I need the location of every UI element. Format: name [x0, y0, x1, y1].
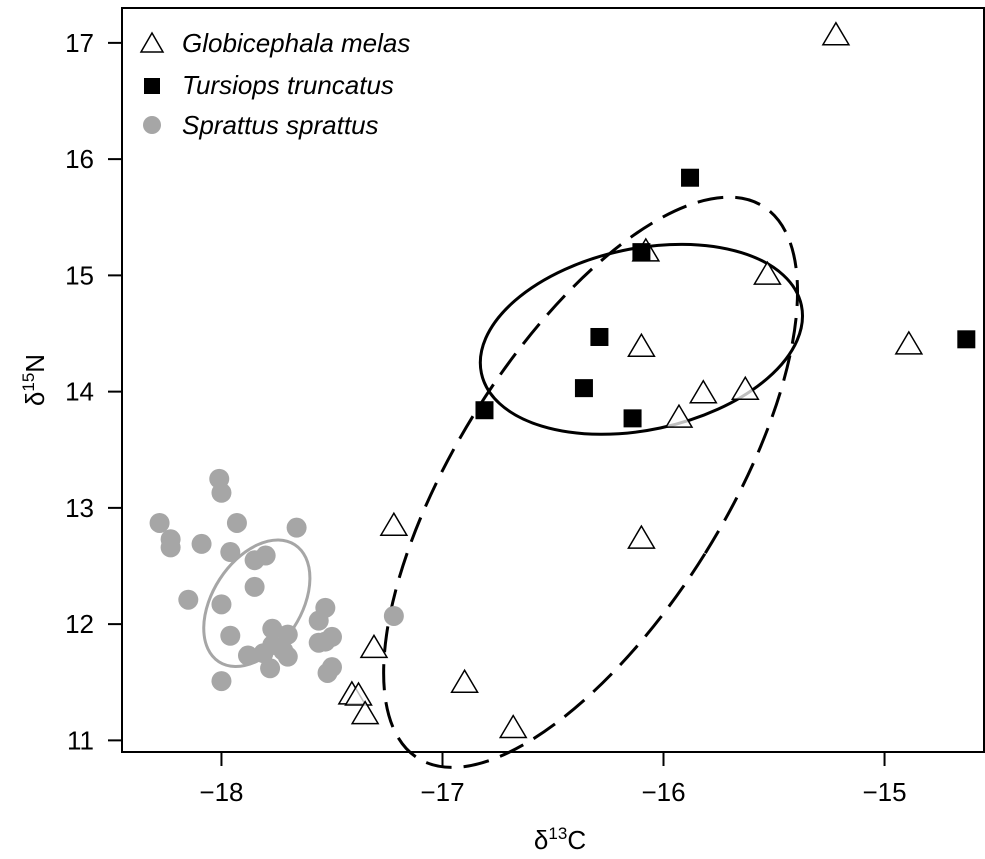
y-axis: 11 12 13 14 15 16 17: [65, 28, 122, 755]
y-tick-label: 13: [65, 493, 94, 523]
x-axis-title-base: δ: [534, 825, 548, 855]
y-tick-label: 17: [65, 28, 94, 58]
point-sprattus: [191, 533, 212, 554]
point-sprattus: [178, 589, 199, 610]
y-tick-label: 14: [65, 377, 94, 407]
point-globicephala: [821, 21, 851, 46]
point-sprattus: [383, 605, 404, 626]
point-globicephala: [627, 524, 656, 549]
ellipse-globicephala-melas: [382, 195, 800, 769]
y-tick-label: 15: [65, 260, 94, 290]
legend-label-sprattus: Sprattus sprattus: [182, 110, 379, 140]
y-tick-label: 11: [67, 725, 94, 755]
point-sprattus: [260, 658, 281, 679]
point-tursiops: [590, 327, 609, 346]
point-sprattus: [321, 657, 342, 678]
point-tursiops: [957, 330, 976, 349]
ellipses-layer: [202, 195, 805, 769]
point-sprattus: [237, 645, 258, 666]
legend: Globicephala melas Tursiops truncatus Sp…: [139, 28, 410, 140]
point-globicephala: [498, 714, 528, 739]
y-axis-title: δ15N: [19, 354, 50, 406]
point-globicephala: [894, 330, 924, 355]
point-tursiops: [681, 168, 700, 187]
point-sprattus: [149, 512, 170, 533]
y-tick-label: 12: [65, 609, 94, 639]
x-axis-title-sup: 13: [548, 824, 567, 843]
point-sprattus: [277, 646, 298, 667]
point-tursiops: [475, 401, 494, 420]
point-globicephala: [344, 681, 373, 706]
point-globicephala: [664, 403, 694, 428]
legend-label-tursiops: Tursiops truncatus: [182, 70, 394, 100]
legend-label-globicephala: Globicephala melas: [182, 28, 410, 58]
point-tursiops: [632, 243, 651, 262]
y-axis-title-base: δ: [20, 392, 50, 406]
plot-frame: [121, 7, 985, 753]
point-sprattus: [226, 512, 247, 533]
x-axis-title: δ13C: [534, 824, 586, 855]
point-globicephala: [688, 379, 718, 404]
point-sprattus: [255, 545, 276, 566]
x-axis: −18 −17 −16 −15: [199, 752, 907, 807]
legend-triangle-marker: [139, 31, 165, 53]
point-sprattus: [321, 626, 342, 647]
point-tursiops: [623, 409, 642, 428]
point-globicephala: [350, 700, 380, 725]
point-sprattus: [220, 542, 241, 563]
points-layer: [149, 21, 976, 739]
point-globicephala: [379, 511, 409, 537]
x-tick-label: −15: [862, 777, 906, 807]
point-globicephala: [359, 633, 389, 659]
point-tursiops: [574, 379, 593, 398]
y-tick-label: 16: [65, 144, 94, 174]
y-axis-title-sup: 15: [19, 373, 38, 392]
point-sprattus: [277, 624, 298, 645]
y-axis-title-tail: N: [20, 354, 50, 373]
point-sprattus: [211, 671, 232, 692]
point-sprattus: [244, 576, 265, 597]
point-sprattus: [211, 482, 232, 503]
point-globicephala: [450, 668, 479, 693]
ellipse-tursiops-truncatus: [478, 242, 805, 436]
x-tick-label: −18: [199, 777, 243, 807]
point-sprattus: [286, 517, 307, 538]
point-sprattus: [211, 594, 232, 615]
x-tick-label: −16: [641, 777, 685, 807]
point-globicephala: [730, 375, 760, 401]
point-globicephala: [753, 260, 782, 285]
x-tick-label: −17: [420, 777, 464, 807]
x-axis-title-tail: C: [567, 825, 586, 855]
point-sprattus: [308, 610, 329, 631]
legend-square-marker: [144, 78, 160, 94]
point-sprattus: [160, 537, 181, 558]
point-globicephala: [627, 332, 656, 357]
legend-circle-marker: [143, 116, 161, 134]
point-sprattus: [220, 625, 241, 646]
point-sprattus: [262, 618, 283, 639]
